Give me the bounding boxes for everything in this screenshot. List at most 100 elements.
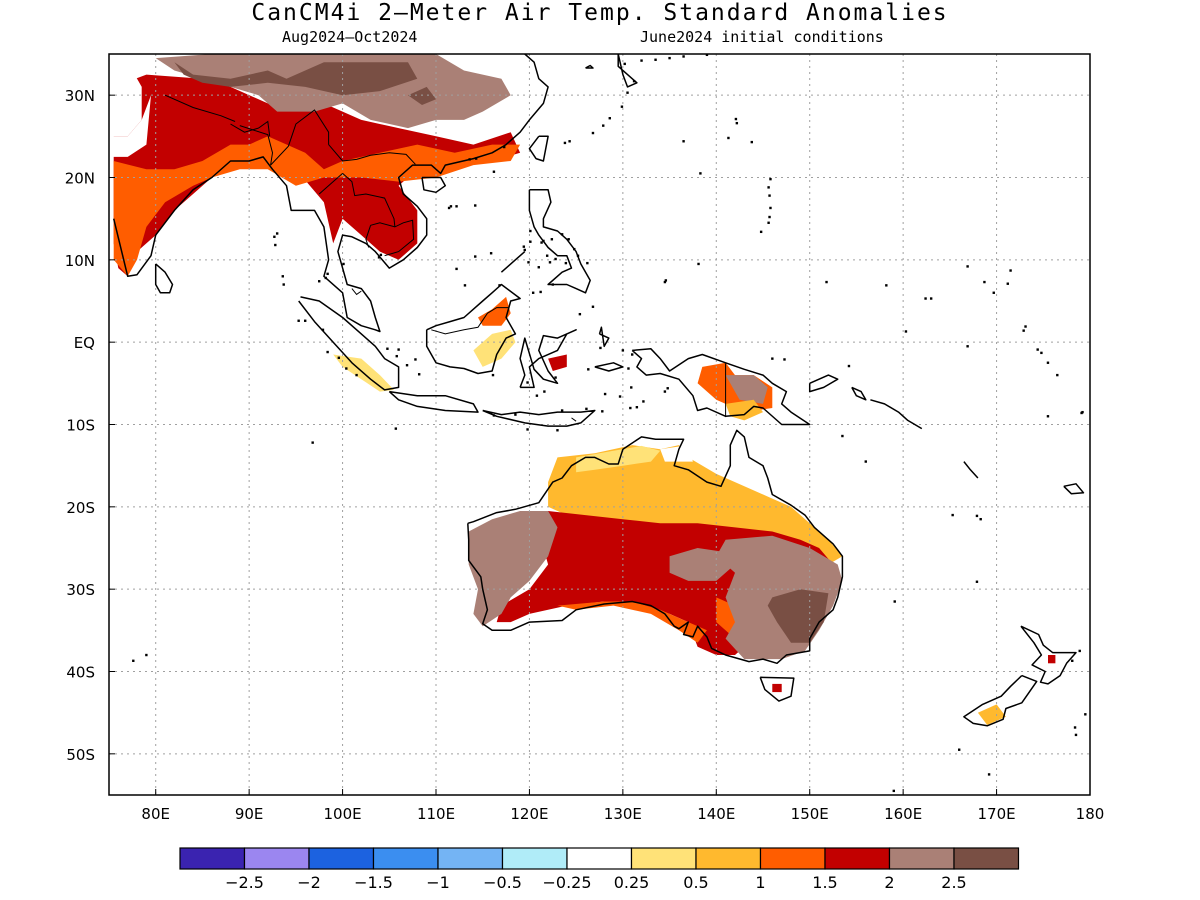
island-dot: [734, 117, 738, 121]
island-dot: [640, 59, 643, 62]
lon-tick-label: 150E: [791, 805, 829, 823]
island-dot: [1006, 282, 1009, 285]
lat-tick-label: 40S: [66, 664, 95, 682]
lat-tick-label: 10S: [66, 417, 95, 435]
island-dot: [975, 514, 979, 518]
legend-label: 1: [755, 873, 765, 892]
anomaly-region-13: [478, 296, 511, 326]
island-dot: [414, 358, 417, 361]
island-dot: [568, 140, 571, 143]
island-dot: [545, 254, 549, 257]
island-dot: [324, 276, 327, 280]
island-dot: [405, 364, 409, 367]
coastline-25: [585, 64, 594, 69]
island-dot: [635, 406, 639, 409]
coastline-20: [467, 429, 844, 665]
coastline-19: [1063, 483, 1085, 495]
border-0: [164, 94, 236, 122]
legend-label: 0.5: [683, 873, 708, 892]
island-dot: [632, 79, 636, 83]
island-dot: [602, 124, 605, 127]
border-11: [571, 417, 577, 422]
island-dot: [526, 381, 529, 384]
coastlines: [112, 54, 1085, 727]
coastline-15: [808, 374, 839, 393]
island-dot: [1036, 348, 1039, 351]
island-dot: [627, 367, 630, 370]
lon-tick-label: 90E: [235, 805, 264, 823]
island-dot: [603, 392, 607, 396]
island-dot: [377, 256, 381, 259]
island-dot: [958, 748, 961, 751]
lon-tick-label: 160E: [884, 805, 922, 823]
island-dot: [531, 291, 535, 294]
island-dot: [1078, 649, 1081, 653]
island-dot: [386, 347, 389, 350]
island-dot: [1009, 269, 1012, 272]
legend-label: 0.25: [614, 873, 650, 892]
lat-tick-label: 10N: [65, 252, 95, 270]
island-dot: [542, 239, 545, 243]
lat-tick-label: 50S: [66, 746, 95, 764]
coastline-11: [500, 251, 526, 273]
island-dot: [560, 233, 564, 236]
island-dot: [697, 262, 700, 266]
legend-swatch: [888, 847, 955, 870]
island-dot: [987, 773, 991, 776]
coastline-23: [963, 674, 1038, 727]
anomaly-region-3: [174, 62, 418, 96]
map-axes: 80E 90E 100E 110E 120E 130E 140E 150E 160E 170E 18…: [65, 87, 1105, 823]
coastline-10: [528, 189, 591, 294]
coastline-8: [425, 283, 521, 375]
coastline-18: [963, 461, 979, 479]
island-dot: [608, 117, 611, 120]
island-dot: [537, 266, 540, 269]
anomaly-fill-layer: [110, 54, 1056, 725]
border-8: [318, 173, 343, 195]
island-dot: [591, 305, 595, 308]
island-dot: [514, 413, 517, 416]
island-dot: [463, 284, 467, 287]
island-dot: [705, 54, 709, 57]
island-dot: [564, 261, 568, 265]
color-legend: −2.5 −2 −1.5 −1 −0.5 −0.25 0.25 0.5 1 1.5 2 2.5: [179, 847, 1020, 892]
border-1: [230, 120, 271, 137]
island-dot: [768, 194, 771, 197]
border-3: [270, 109, 330, 166]
island-dot: [1080, 411, 1083, 415]
coastline-21: [759, 676, 795, 702]
coastline-2: [528, 135, 549, 162]
anomaly-region-9: [725, 375, 768, 404]
anomaly-region-20: [468, 511, 558, 627]
island-dot: [540, 241, 543, 244]
island-dot: [554, 257, 557, 261]
island-dot: [1046, 415, 1050, 418]
island-dot: [699, 172, 702, 175]
island-dot: [468, 158, 471, 161]
lat-tick-label: 20N: [65, 170, 95, 188]
island-dot: [474, 255, 477, 258]
island-dot: [682, 140, 685, 143]
legend-swatch: [630, 847, 697, 870]
island-dot: [282, 283, 285, 286]
island-dot: [543, 390, 546, 393]
border-9: [351, 288, 362, 296]
island-dot: [455, 267, 458, 271]
island-dot: [311, 441, 314, 444]
coastline-22: [1020, 625, 1077, 685]
island-dot: [727, 136, 730, 140]
anomaly-region-27: [977, 704, 1006, 725]
border-10: [431, 307, 509, 335]
anomaly-region-24: [660, 445, 693, 462]
island-dot: [587, 368, 590, 371]
island-dot: [629, 406, 632, 410]
island-dot: [529, 240, 532, 243]
legend-swatch: [695, 847, 762, 870]
legend-label: −2: [297, 873, 321, 892]
island-dot: [767, 186, 770, 189]
island-dot: [89, 308, 91, 310]
island-dot: [326, 350, 329, 354]
gridlines: [109, 54, 1090, 795]
island-dot: [620, 105, 624, 108]
